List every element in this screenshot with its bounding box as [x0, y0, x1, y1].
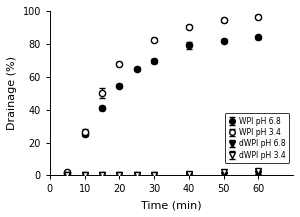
- X-axis label: Time (min): Time (min): [141, 200, 202, 210]
- Legend: WPI pH 6.8, WPI pH 3.4, dWPI pH 6.8, dWPI pH 3.4: WPI pH 6.8, WPI pH 3.4, dWPI pH 6.8, dWP…: [225, 113, 289, 163]
- Y-axis label: Drainage (%): Drainage (%): [7, 56, 17, 130]
